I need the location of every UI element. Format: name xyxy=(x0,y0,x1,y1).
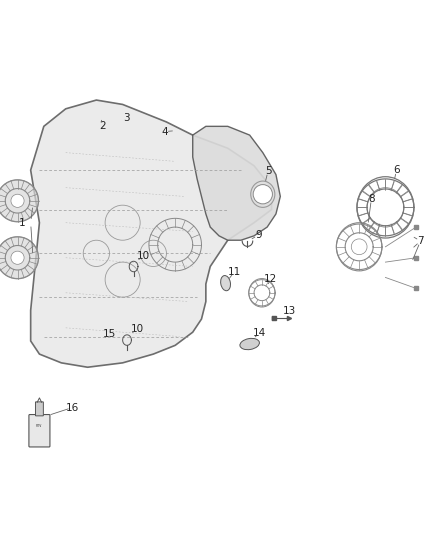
Circle shape xyxy=(11,251,24,264)
FancyBboxPatch shape xyxy=(29,415,50,447)
Text: 14: 14 xyxy=(253,328,266,338)
Text: 1: 1 xyxy=(18,217,25,228)
Ellipse shape xyxy=(0,237,39,279)
Text: 11: 11 xyxy=(228,266,241,277)
Ellipse shape xyxy=(221,276,230,290)
Polygon shape xyxy=(31,100,272,367)
Circle shape xyxy=(253,184,272,204)
Text: 2: 2 xyxy=(99,122,106,131)
Text: 10: 10 xyxy=(131,324,144,334)
Text: 4: 4 xyxy=(161,127,168,136)
Circle shape xyxy=(11,194,24,207)
Text: 5: 5 xyxy=(265,166,272,176)
Text: 13: 13 xyxy=(283,306,296,316)
Ellipse shape xyxy=(251,181,275,207)
Text: 3: 3 xyxy=(123,112,130,123)
Text: 12: 12 xyxy=(264,274,277,284)
Text: 7: 7 xyxy=(417,236,424,246)
Ellipse shape xyxy=(0,180,39,222)
Text: 6: 6 xyxy=(393,165,400,175)
Ellipse shape xyxy=(240,338,259,350)
Circle shape xyxy=(351,239,367,255)
Text: 15: 15 xyxy=(103,329,116,340)
Polygon shape xyxy=(193,126,280,240)
FancyBboxPatch shape xyxy=(35,402,43,416)
Text: RTV: RTV xyxy=(36,424,42,429)
Text: 16: 16 xyxy=(66,402,79,413)
Text: 9: 9 xyxy=(255,230,262,240)
Text: 8: 8 xyxy=(368,193,375,204)
Text: 10: 10 xyxy=(137,251,150,261)
